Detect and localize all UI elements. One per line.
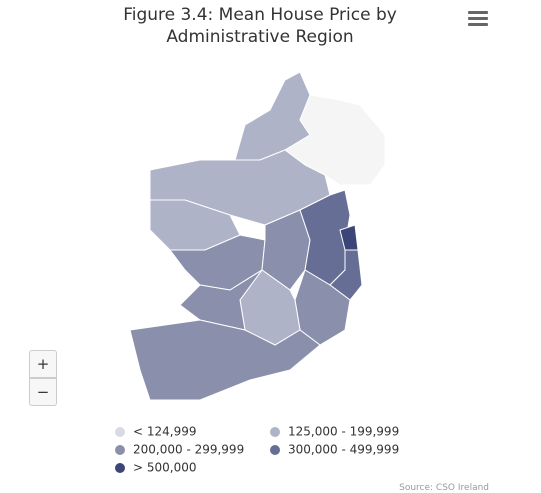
legend-label: 300,000 - 499,999 bbox=[288, 443, 399, 457]
legend-symbol bbox=[115, 445, 125, 455]
region[interactable] bbox=[179, 269, 263, 331]
legend: < 124,999 125,000 - 199,999 200,000 - 299,… bbox=[115, 425, 399, 475]
legend-label: 125,000 - 199,999 bbox=[288, 425, 399, 439]
chart-title: Figure 3.4: Mean House Price by Administ… bbox=[123, 5, 397, 47]
zoom-in[interactable]: + bbox=[29, 350, 57, 378]
legend-symbol bbox=[270, 427, 280, 437]
zoom-out[interactable]: − bbox=[29, 378, 57, 406]
legend-symbol bbox=[270, 445, 280, 455]
legend-label: > 500,000 bbox=[133, 461, 197, 475]
legend-symbol bbox=[115, 427, 125, 437]
region[interactable] bbox=[129, 319, 321, 401]
regions bbox=[129, 71, 386, 401]
menu-button[interactable] bbox=[468, 11, 488, 27]
legend-label: < 124,999 bbox=[133, 425, 197, 439]
legend-symbol bbox=[115, 463, 125, 473]
legend-label: 200,000 - 299,999 bbox=[133, 443, 244, 457]
source: Source: CSO Ireland bbox=[399, 483, 489, 493]
